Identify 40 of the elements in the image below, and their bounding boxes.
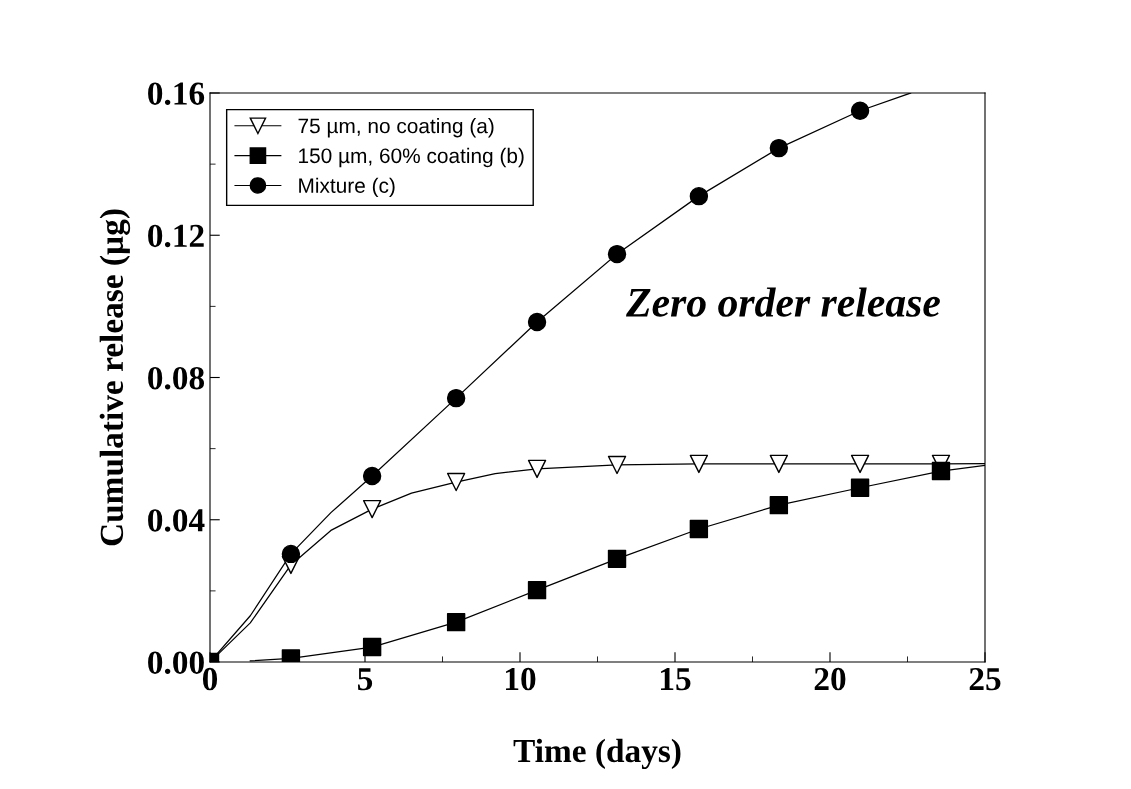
point (850, 478, 870, 497)
point (446, 472, 466, 492)
x-tick-label: 15 (661, 667, 691, 691)
point (362, 499, 382, 519)
x-tick-label: 5 (358, 668, 373, 691)
point (769, 454, 789, 474)
point (769, 138, 789, 158)
point (446, 388, 466, 408)
y-tick-label: 0.08 (148, 366, 205, 390)
point (446, 612, 466, 632)
legend-label: 75 µm, no coating (a) (298, 118, 494, 138)
point (362, 637, 382, 657)
point (850, 454, 870, 474)
point (689, 454, 709, 474)
legend-label: 150 µm, 60% coating (b) (299, 147, 524, 168)
point (689, 186, 709, 206)
point (362, 466, 382, 486)
point (527, 580, 547, 600)
y-tick-label: 0.16 (148, 82, 205, 106)
point (527, 312, 547, 332)
x-tick-label: 10 (506, 667, 536, 691)
point (769, 495, 789, 515)
y-axis-title: Cumulative release (µg) (99, 209, 131, 546)
x-tick-label: 20 (814, 667, 846, 691)
x-tick-label: 25 (969, 667, 1001, 691)
point (527, 459, 547, 479)
legend-label: Mixture (c) (299, 177, 395, 198)
y-tick-label: 0.00 (148, 651, 204, 675)
point (689, 519, 709, 539)
x-axis-title: Time (days) (513, 738, 681, 770)
point (607, 244, 627, 264)
point (281, 544, 301, 564)
point (607, 549, 627, 569)
point (931, 461, 951, 481)
point (607, 455, 627, 475)
y-tick-label: 0.04 (148, 509, 205, 532)
y-tick-label: 0.12 (148, 224, 204, 248)
point (850, 101, 870, 120)
annotation: Zero order release (626, 287, 940, 317)
x-tick-label: 0 (202, 667, 218, 691)
